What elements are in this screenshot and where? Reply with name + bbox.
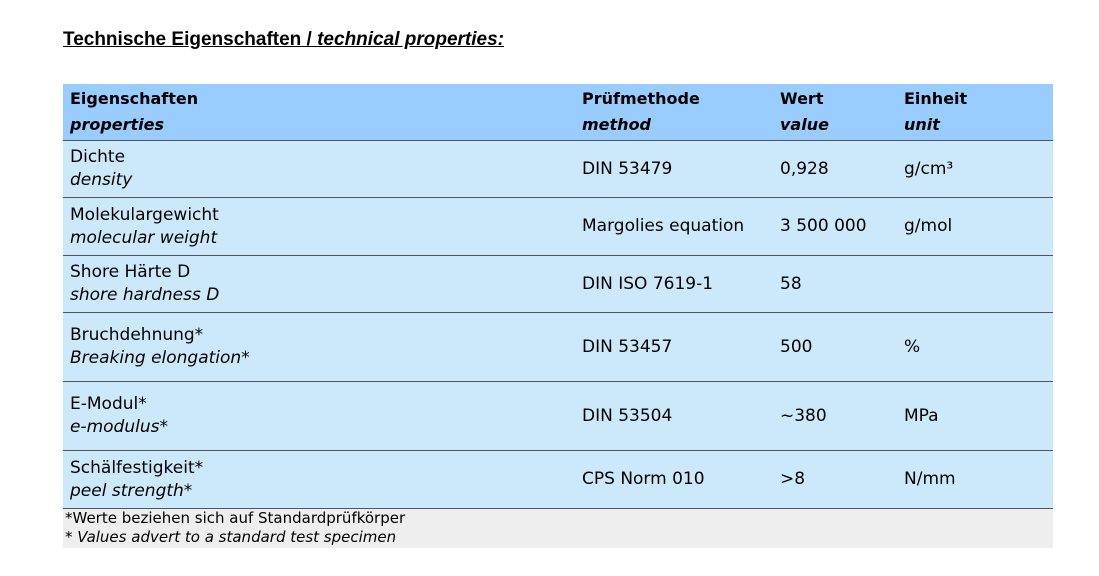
property-cell: Shore Härte D shore hardness D [70,256,570,312]
header-de: Eigenschaften [70,89,199,108]
unit: % [904,336,921,357]
value: 0,928 [780,158,829,179]
property-cell: E-Modul* e-modulus* [70,382,570,450]
method-cell: DIN 53504 [582,382,777,450]
unit-cell: g/mol [904,198,1044,255]
value-cell: ~380 [780,382,900,450]
method: CPS Norm 010 [582,469,705,489]
property-cell: Dichte density [70,141,570,197]
table-row: Dichte density DIN 53479 0,928 g/cm³ [63,141,1053,198]
header-cell: Prüfmethode method [582,84,777,140]
method-cell: DIN 53479 [582,141,777,197]
property-en: peel strength* [70,480,193,501]
unit: g/cm³ [904,158,954,179]
method: DIN 53479 [582,158,673,179]
method: DIN 53504 [582,405,673,426]
header-cell: Wert value [780,84,900,140]
table-row: Schälfestigkeit* peel strength* CPS Norm 0… [63,451,1053,509]
footnote-en: * Values advert to a standard test speci… [65,528,397,546]
unit-cell: N/mm [904,451,1044,508]
table-row: Shore Härte D shore hardness D DIN ISO 761… [63,256,1053,313]
title-en: technical properties: [317,29,504,50]
property-en: e-modulus* [70,417,168,437]
property-cell: Schälfestigkeit* peel strength* [70,451,570,508]
table-row: E-Modul* e-modulus* DIN 53504 ~380 MPa [63,382,1053,451]
property-de: Bruchdehnung* [70,325,204,345]
value-cell: 0,928 [780,141,900,197]
property-de: Shore Härte D [70,262,191,282]
unit: N/mm [904,469,956,489]
unit-cell [904,256,1044,312]
value: 3 500 000 [780,216,867,236]
unit: MPa [904,405,939,426]
value-cell: 3 500 000 [780,198,900,255]
value: 58 [780,273,802,294]
value-cell: >8 [780,451,900,508]
property-en: density [70,170,133,190]
property-de: Molekulargewicht [70,204,219,225]
header-de: Prüfmethode [582,89,700,108]
header-en: properties [70,115,165,134]
header-row: Eigenschaften properties Prüfmethode method… [63,84,1053,141]
header-en: unit [904,115,940,134]
value: 500 [780,336,813,357]
method: Margolies equation [582,216,745,236]
property-en: shore hardness D [70,285,220,305]
property-en: Breaking elongation* [70,348,250,368]
unit-cell: g/cm³ [904,141,1044,197]
method-cell: DIN 53457 [582,313,777,381]
header-de: Wert [780,89,824,108]
value-cell: 500 [780,313,900,381]
property-de: Dichte [70,147,126,167]
method: DIN ISO 7619-1 [582,273,714,294]
method-cell: Margolies equation [582,198,777,255]
footnote: *Werte beziehen sich auf Standardprüfkör… [63,509,1053,548]
table-row: Molekulargewicht molecular weight Margolie… [63,198,1053,256]
header-en: method [582,115,652,134]
value: ~380 [780,405,827,426]
method-cell: CPS Norm 010 [582,451,777,508]
unit-cell: MPa [904,382,1044,450]
unit-cell: % [904,313,1044,381]
table-row: Bruchdehnung* Breaking elongation* DIN 534… [63,313,1053,382]
title-de: Technische Eigenschaften / [63,29,312,50]
property-de: E-Modul* [70,394,147,414]
header-cell: Eigenschaften properties [70,84,570,140]
header-de: Einheit [904,89,968,108]
method: DIN 53457 [582,336,673,357]
property-cell: Molekulargewicht molecular weight [70,198,570,255]
title: Technische Eigenschaften / technical pro… [63,29,504,51]
property-en: molecular weight [70,227,218,248]
unit: g/mol [904,216,953,236]
value: >8 [780,469,806,489]
footnote-de: *Werte beziehen sich auf Standardprüfkör… [65,509,406,527]
header-cell: Einheit unit [904,84,1044,140]
property-de: Schälfestigkeit* [70,457,204,478]
header-en: value [780,115,829,134]
value-cell: 58 [780,256,900,312]
method-cell: DIN ISO 7619-1 [582,256,777,312]
property-cell: Bruchdehnung* Breaking elongation* [70,313,570,381]
